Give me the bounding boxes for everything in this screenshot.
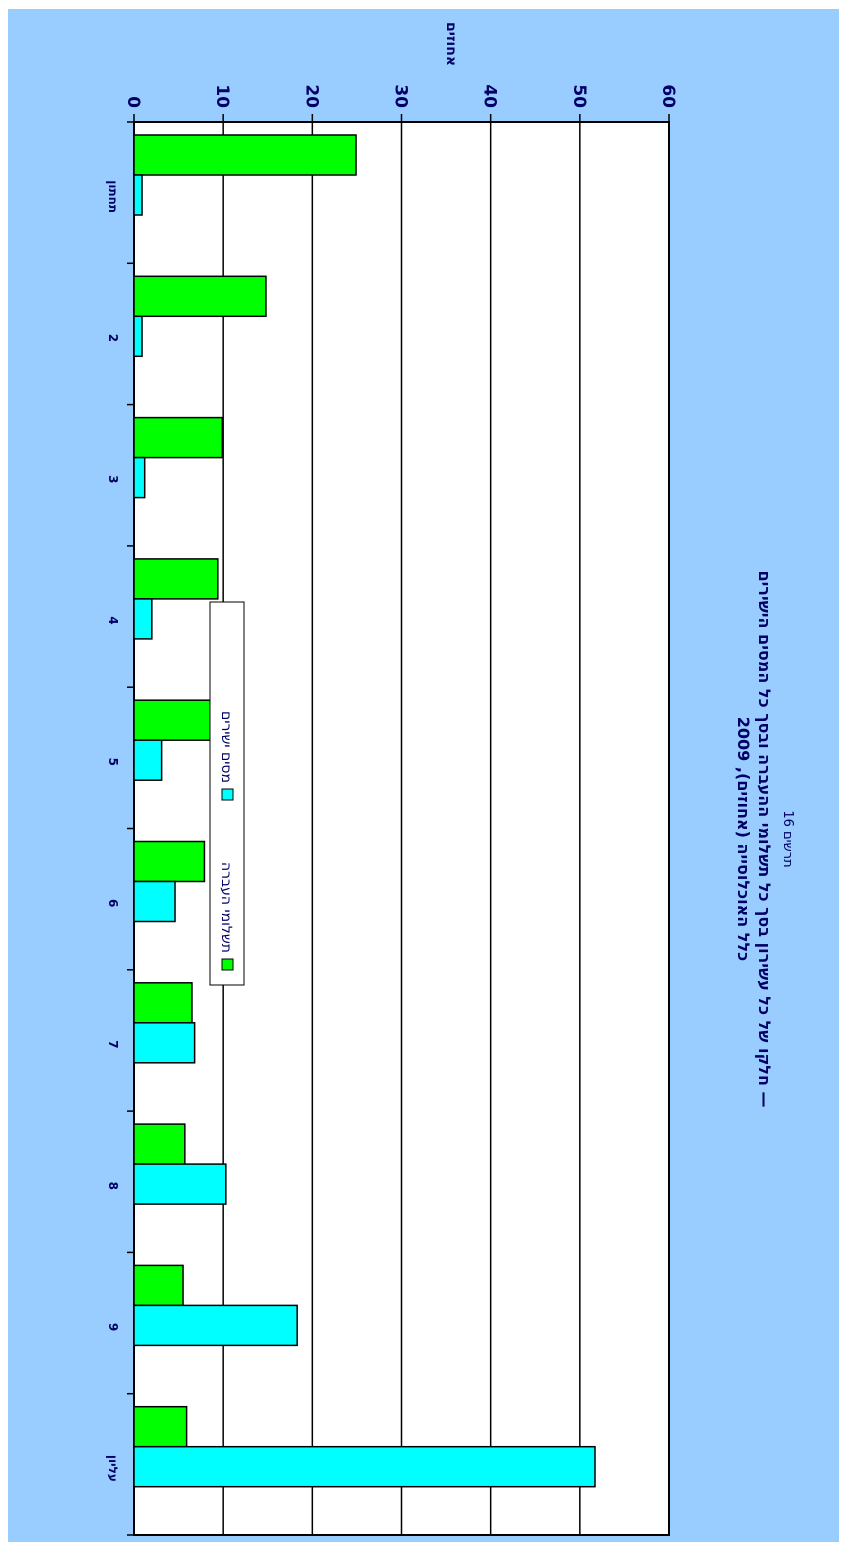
value-axis-title: אחוזים [443, 22, 459, 66]
bar-transfers [133, 275, 267, 318]
chart-canvas: 0 10 20 30 40 50 60 תחתון 2 3 4 5 6 7 8 9 עליון אחוזים … [8, 9, 839, 1542]
bar-transfers [133, 1123, 186, 1165]
legend-label-taxes: מסים ישירים [218, 711, 234, 783]
bar-transfers [133, 1264, 184, 1307]
category-label: 4 [106, 616, 120, 624]
category-label: 9 [106, 1323, 120, 1331]
category-label: 5 [106, 758, 120, 766]
bar-transfers [133, 1405, 188, 1448]
category-label: תחתון [106, 180, 120, 213]
bar-direct-taxes [133, 1304, 298, 1347]
gridlines [222, 122, 581, 1535]
value-tick-label: 40 [480, 84, 500, 108]
bar-transfers [133, 699, 215, 741]
value-tick-label: 60 [658, 84, 678, 108]
legend: תשלומי העברה מסים ישירים [209, 601, 245, 986]
chart-title-line2: כלל האוכלוסייה (אחוזים), 2009 [734, 717, 753, 961]
bar-transfers [133, 134, 357, 176]
legend-label-transfers: תשלומי העברה [218, 862, 234, 953]
figure-caption: תרשים 16 [780, 810, 795, 867]
bar-transfers [133, 416, 224, 459]
value-tick-label: 20 [301, 84, 321, 108]
value-tick-label: 30 [391, 84, 411, 108]
bar-direct-taxes [133, 1022, 196, 1064]
legend-swatch-transfers [221, 958, 234, 971]
category-label: עליון [106, 1455, 120, 1482]
bar-direct-taxes [133, 880, 176, 923]
category-label: 3 [106, 475, 120, 483]
bar-direct-taxes [133, 739, 163, 781]
legend-swatch-taxes [221, 788, 234, 801]
category-axis-labels: תחתון 2 3 4 5 6 7 8 9 עליון [106, 121, 134, 1536]
value-tick-label: 0 [123, 96, 143, 108]
bar-direct-taxes [133, 456, 146, 499]
category-label: 8 [106, 1182, 120, 1190]
bar-transfers [133, 982, 193, 1024]
value-tick-label: 50 [569, 84, 589, 108]
value-axis-ticks: 0 10 20 30 40 50 60 [123, 84, 678, 122]
bar-transfers [133, 840, 206, 883]
bars [133, 134, 596, 1488]
category-label: 7 [106, 1040, 120, 1048]
chart-title-line1: חלקו של כל עשירון בסך כל תשלומי ההעברה ו… [755, 570, 774, 1107]
bar-direct-taxes [133, 1163, 227, 1205]
value-tick-label: 10 [212, 84, 232, 108]
category-label: 6 [106, 899, 120, 907]
bar-transfers [133, 558, 219, 600]
category-label: 2 [106, 334, 120, 342]
bar-direct-taxes [133, 598, 153, 640]
bar-direct-taxes [133, 315, 143, 358]
bar-direct-taxes [133, 174, 143, 216]
bar-direct-taxes [133, 1445, 596, 1488]
